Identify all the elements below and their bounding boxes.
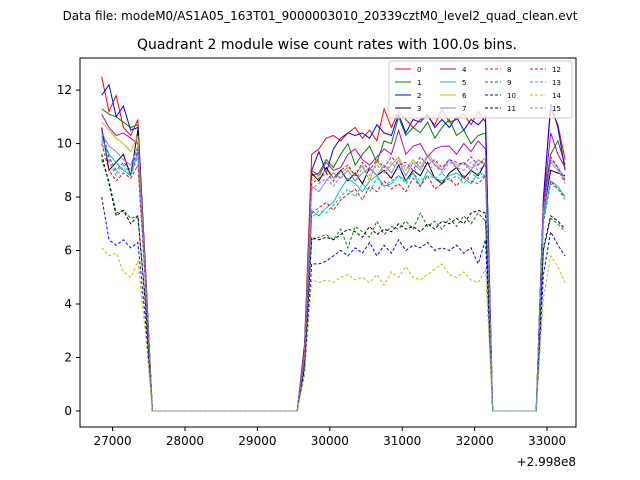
series-line-6	[101, 121, 566, 412]
series-line-13	[101, 135, 566, 412]
legend-label-12: 12	[552, 66, 561, 74]
legend-label-14: 14	[552, 92, 561, 100]
x-tick-label: 29000	[238, 434, 276, 448]
chart-title: Quadrant 2 module wise count rates with …	[137, 37, 517, 53]
y-tick-label: 10	[57, 137, 72, 151]
axes-frame	[79, 57, 577, 428]
series-line-10	[101, 196, 566, 412]
legend-label-2: 2	[417, 92, 421, 100]
legend-label-15: 15	[552, 105, 561, 113]
legend-label-13: 13	[552, 79, 561, 87]
x-tick-label: 33000	[528, 434, 566, 448]
legend-label-1: 1	[417, 79, 421, 87]
x-offset-label: +2.998e8	[517, 455, 576, 469]
y-tick-label: 8	[64, 190, 72, 204]
series-line-5	[101, 137, 566, 412]
series-line-0	[101, 76, 566, 412]
x-axis: 27000 28000 29000 30000 31000 32000 33000	[93, 427, 566, 448]
legend-label-0: 0	[417, 66, 421, 74]
series-line-12	[101, 130, 566, 412]
legend-label-4: 4	[462, 66, 467, 74]
series-line-9	[101, 159, 566, 412]
series-line-8	[101, 143, 566, 412]
legend-label-8: 8	[507, 66, 511, 74]
y-tick-label: 2	[64, 350, 72, 364]
y-axis: 0 2 4 6 8 10 12	[57, 83, 80, 418]
series-line-4	[101, 113, 566, 412]
legend-label-7: 7	[462, 105, 466, 113]
x-tick-label: 31000	[383, 434, 421, 448]
legend-label-11: 11	[507, 105, 516, 113]
x-tick-label: 27000	[93, 434, 131, 448]
legend-label-3: 3	[417, 105, 421, 113]
y-tick-label: 0	[64, 404, 72, 418]
series-line-2	[101, 83, 566, 412]
y-tick-label: 6	[64, 244, 72, 258]
suptitle: Data file: modeM0/AS1A05_163T01_90000030…	[63, 9, 578, 23]
legend-label-5: 5	[462, 79, 466, 87]
series-layer	[101, 76, 566, 412]
legend-box	[388, 60, 573, 119]
series-line-1	[101, 108, 566, 412]
x-tick-label: 32000	[456, 434, 494, 448]
x-tick-label: 30000	[311, 434, 349, 448]
series-line-7	[101, 132, 566, 412]
y-tick-label: 4	[64, 297, 72, 311]
legend-label-10: 10	[507, 92, 516, 100]
legend-label-9: 9	[507, 79, 511, 87]
series-line-15	[101, 140, 566, 412]
x-tick-label: 28000	[166, 434, 204, 448]
y-tick-label: 12	[57, 83, 72, 97]
legend-label-6: 6	[462, 92, 467, 100]
series-line-14	[101, 247, 566, 412]
